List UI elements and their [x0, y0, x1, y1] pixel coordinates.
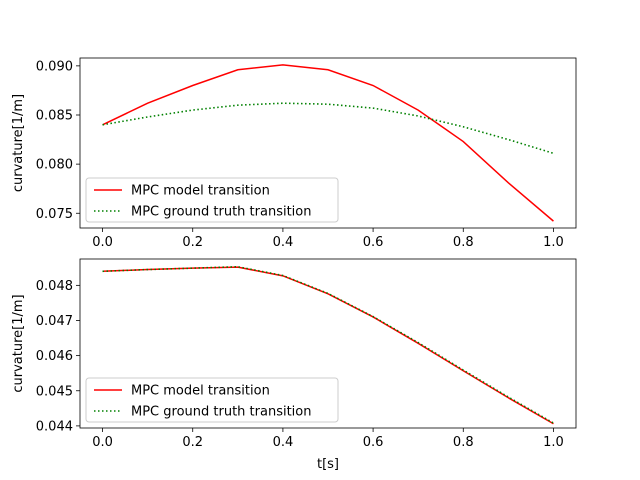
x-tick-label: 0.8 [453, 235, 474, 250]
y-tick-label: 0.044 [36, 419, 73, 434]
x-tick-label: 0.0 [92, 435, 113, 450]
series-line-0 [102, 64, 554, 222]
x-tick-label: 0.0 [92, 235, 113, 250]
series-line-1 [102, 102, 554, 155]
series-lines [102, 64, 554, 222]
y-axis-label: curvature[1/m] [11, 94, 26, 192]
legend: MPC model transition MPC ground truth tra… [85, 177, 339, 223]
axes-frame [79, 57, 577, 229]
legend-label-0: MPC model transition [131, 184, 270, 199]
y-tick-label: 0.047 [36, 314, 73, 329]
x-axis-label: t[s] [317, 457, 339, 472]
y-tick-label: 0.090 [36, 59, 73, 74]
series-lines [102, 265, 554, 425]
y-tick-label: 0.080 [36, 158, 73, 173]
legend: MPC model transition MPC ground truth tra… [85, 377, 339, 423]
y-tick-label: 0.045 [36, 384, 73, 399]
series-line-0 [102, 266, 554, 425]
y-tick-label: 0.075 [36, 207, 73, 222]
bottom-subplot: 0.0 0.2 0.4 0.6 0.8 1.0 0.044 0.045 0.046 0.047 0.… [11, 258, 577, 472]
y-axis-label: curvature[1/m] [11, 294, 26, 392]
x-tick-label: 0.6 [363, 235, 384, 250]
x-tick-label: 0.2 [182, 235, 203, 250]
y-tick-label: 0.046 [36, 349, 73, 364]
axes-frame [79, 258, 577, 429]
x-tick-label: 0.2 [182, 435, 203, 450]
top-subplot: 0.0 0.2 0.4 0.6 0.8 1.0 0.075 0.080 0.085 0.090 cu… [11, 57, 577, 250]
x-tick-label: 0.4 [273, 235, 294, 250]
legend-label-1: MPC ground truth transition [131, 405, 311, 420]
legend-box [85, 377, 339, 423]
x-tick-label: 0.8 [453, 435, 474, 450]
legend-label-0: MPC model transition [131, 384, 270, 399]
x-tick-label: 0.6 [363, 435, 384, 450]
y-tick-label: 0.048 [36, 279, 73, 294]
x-tick-label: 1.0 [543, 235, 564, 250]
y-tick-label: 0.085 [36, 108, 73, 123]
legend-label-1: MPC ground truth transition [131, 205, 311, 220]
legend-box [85, 177, 339, 223]
x-tick-label: 0.4 [273, 435, 294, 450]
x-tick-label: 1.0 [543, 435, 564, 450]
